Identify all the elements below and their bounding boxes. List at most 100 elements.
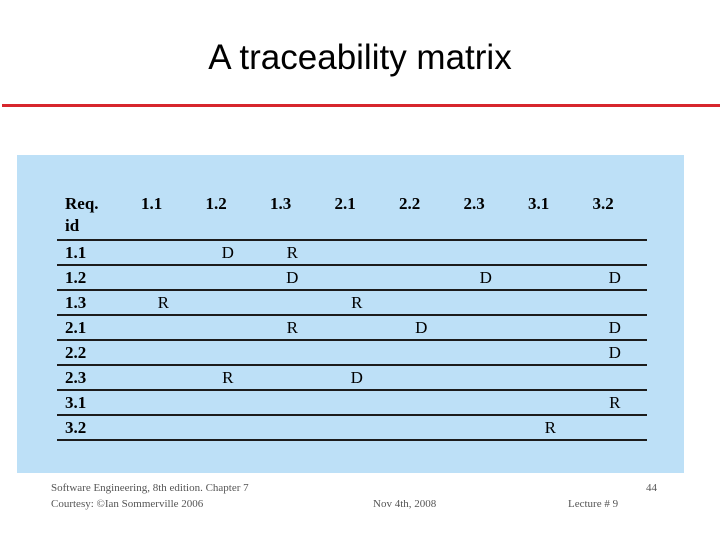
- matrix-row: 3.2 R: [57, 414, 647, 441]
- column-header: 2.2: [399, 194, 421, 213]
- matrix-cell: R: [518, 414, 583, 441]
- matrix-header-row: Req. id 1.1 1.2 1.3 2.1 2.2 2.3 3.1 3.2: [57, 190, 647, 240]
- matrix-cell: [453, 289, 518, 315]
- matrix-cell: [195, 339, 260, 365]
- matrix-cell: [389, 389, 454, 415]
- column-header: 1.3: [270, 194, 292, 213]
- matrix-cell: [518, 264, 583, 290]
- matrix-cell: R: [582, 389, 647, 415]
- matrix-cell: [131, 364, 196, 390]
- matrix-cell: [195, 414, 260, 441]
- matrix-row: 2.3 R D: [57, 364, 647, 390]
- matrix-cell: [453, 414, 518, 441]
- traceability-matrix: Req. id 1.1 1.2 1.3 2.1 2.2 2.3 3.1 3.2 1.1 D R 1.…: [57, 190, 647, 441]
- matrix-cell: [389, 239, 454, 265]
- column-header: 3.2: [592, 194, 614, 213]
- matrix-cell: [131, 239, 196, 265]
- footer-page-number: 44: [646, 482, 657, 494]
- column-header: 3.1: [528, 194, 550, 213]
- matrix-row: 1.1 D R: [57, 239, 647, 265]
- req-id-header: Req. id: [57, 190, 131, 240]
- matrix-cell: [389, 264, 454, 290]
- matrix-cell: [260, 389, 325, 415]
- matrix-cell: [260, 414, 325, 441]
- row-id: 2.1: [57, 314, 131, 340]
- matrix-cell: [389, 289, 454, 315]
- matrix-cell: [518, 239, 583, 265]
- matrix-cell: D: [260, 264, 325, 290]
- matrix-cell: [582, 364, 647, 390]
- row-id: 1.3: [57, 289, 131, 315]
- matrix-cell: [260, 339, 325, 365]
- matrix-cell: D: [389, 314, 454, 340]
- footer-date: Nov 4th, 2008: [373, 498, 437, 510]
- row-id: 2.2: [57, 339, 131, 365]
- matrix-cell: [518, 339, 583, 365]
- matrix-cell: [324, 414, 389, 441]
- matrix-header: Req. id 1.1 1.2 1.3 2.1 2.2 2.3 3.1 3.2: [57, 190, 647, 240]
- matrix-cell: [582, 414, 647, 441]
- matrix-cell: [453, 339, 518, 365]
- matrix-cell: D: [453, 264, 518, 290]
- matrix-cell: D: [324, 364, 389, 390]
- matrix-cell: [453, 389, 518, 415]
- matrix-cell: [324, 339, 389, 365]
- matrix-cell: [131, 314, 196, 340]
- matrix-cell: R: [260, 239, 325, 265]
- matrix-row: 2.2 D: [57, 339, 647, 365]
- matrix-cell: R: [324, 289, 389, 315]
- matrix-cell: [131, 414, 196, 441]
- matrix-cell: [324, 314, 389, 340]
- row-id: 1.2: [57, 264, 131, 290]
- matrix-cell: [131, 264, 196, 290]
- slide-title: A traceability matrix: [208, 38, 512, 77]
- row-id: 2.3: [57, 364, 131, 390]
- matrix-cell: D: [195, 239, 260, 265]
- matrix-cell: [518, 389, 583, 415]
- matrix-cell: [324, 239, 389, 265]
- matrix-cell: [518, 314, 583, 340]
- matrix-cell: [195, 389, 260, 415]
- matrix-cell: D: [582, 314, 647, 340]
- row-id: 1.1: [57, 239, 131, 265]
- matrix-cell: [389, 414, 454, 441]
- column-header: 1.2: [205, 194, 227, 213]
- footer-book-line2: Courtesy: ©Ian Sommerville 2006: [51, 498, 204, 510]
- footer-book-line1: Software Engineering, 8th edition. Chapt…: [51, 482, 249, 494]
- req-id-header-line2: id: [65, 216, 80, 235]
- matrix-row: 2.1 R D D: [57, 314, 647, 340]
- matrix-cell: R: [195, 364, 260, 390]
- matrix-row: 1.2 D D D: [57, 264, 647, 290]
- matrix-cell: R: [260, 314, 325, 340]
- matrix-cell: [389, 364, 454, 390]
- matrix-cell: [131, 389, 196, 415]
- matrix-row: 3.1 R: [57, 389, 647, 415]
- matrix-cell: [260, 289, 325, 315]
- matrix-cell: [453, 364, 518, 390]
- column-header: 2.1: [334, 194, 356, 213]
- matrix-cell: [324, 264, 389, 290]
- matrix-cell: [131, 339, 196, 365]
- matrix-cell: [518, 289, 583, 315]
- matrix-cell: [195, 264, 260, 290]
- matrix-cell: [195, 314, 260, 340]
- title-divider: [2, 104, 720, 107]
- matrix-cell: R: [131, 289, 196, 315]
- req-id-header-line1: Req.: [65, 194, 99, 213]
- matrix-cell: [453, 239, 518, 265]
- column-header: 1.1: [141, 194, 163, 213]
- matrix-cell: [324, 389, 389, 415]
- row-id: 3.2: [57, 414, 131, 441]
- matrix-body: 1.1 D R 1.2 D D D 1.3 R R 2.1 R D D 2.2 D 2.3 R D 3.1 R 3.2 R: [57, 239, 647, 441]
- matrix-cell: D: [582, 264, 647, 290]
- matrix-row: 1.3 R R: [57, 289, 647, 315]
- matrix-cell: D: [582, 339, 647, 365]
- matrix-cell: [260, 364, 325, 390]
- matrix-cell: [518, 364, 583, 390]
- row-id: 3.1: [57, 389, 131, 415]
- matrix-cell: [389, 339, 454, 365]
- matrix-cell: [453, 314, 518, 340]
- column-header: 2.3: [463, 194, 485, 213]
- matrix-cell: [582, 239, 647, 265]
- matrix-cell: [582, 289, 647, 315]
